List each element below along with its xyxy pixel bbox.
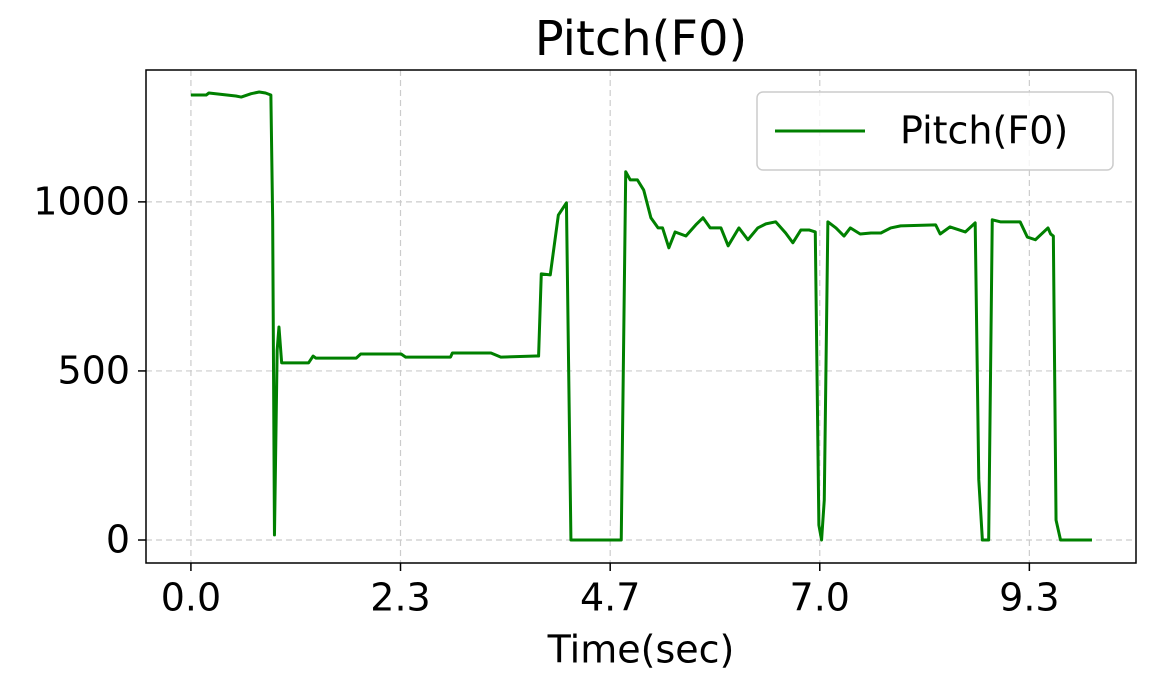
plot-frame xyxy=(145,69,1137,564)
legend-label: Pitch(F0) xyxy=(900,109,1068,153)
pitch-line xyxy=(190,90,1092,542)
y-tick-label: 500 xyxy=(57,348,130,392)
legend-box xyxy=(756,91,1114,171)
x-axis-label: Time(sec) xyxy=(547,628,735,672)
x-tick-label: 4.7 xyxy=(580,576,640,620)
x-tick-label: 9.3 xyxy=(999,576,1059,620)
x-tick-label: 2.3 xyxy=(370,576,430,620)
x-tick-label: 7.0 xyxy=(790,576,850,620)
chart-title: Pitch(F0) xyxy=(535,11,747,67)
y-tick-label: 0 xyxy=(106,518,130,562)
y-tick-label: 1000 xyxy=(33,179,130,223)
x-tick-label: 0.0 xyxy=(161,576,221,620)
